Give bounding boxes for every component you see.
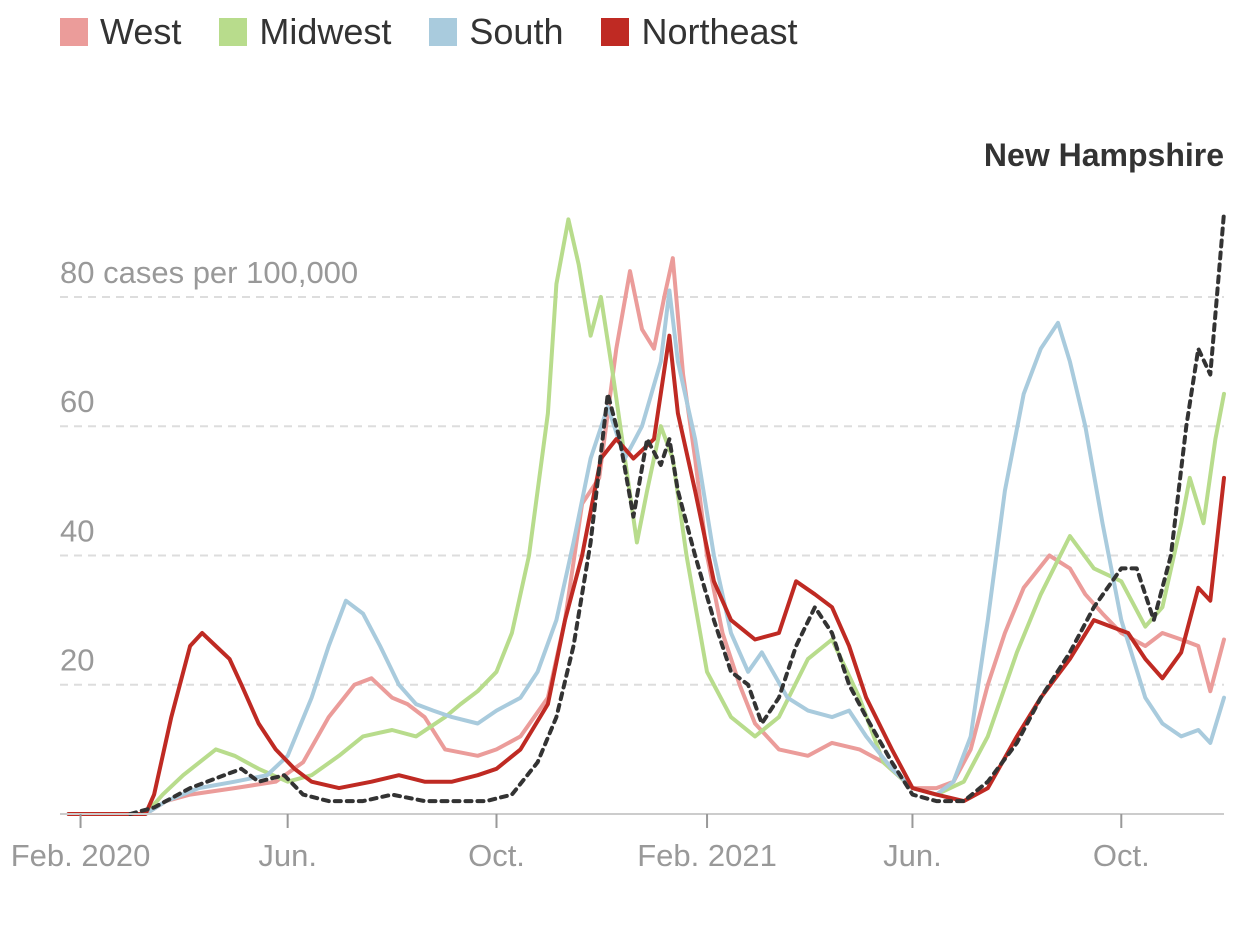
series-line-west: [66, 256, 1226, 816]
series-line-northeast: [66, 333, 1226, 816]
legend-label-midwest: Midwest: [259, 11, 392, 52]
chart-title: New Hampshire: [984, 137, 1224, 173]
legend-item-northeast: Northeast: [601, 11, 798, 52]
legend-swatch-south: [429, 18, 458, 46]
y-tick-label: 80 cases per 100,000: [60, 255, 358, 290]
legend: West Midwest South Northeast: [60, 14, 836, 50]
x-tick-label: Jun.: [883, 838, 942, 873]
series-line-south: [66, 288, 1226, 816]
legend-item-midwest: Midwest: [219, 14, 391, 50]
x-tick-label: Jun.: [258, 838, 317, 873]
series-line-midwest: [66, 217, 1226, 816]
series-lines: [66, 210, 1226, 816]
x-axis-ticks: Feb. 2020 Jun. Oct. Feb. 2021 Jun. Oct.: [11, 814, 1150, 873]
y-axis-labels: 20 40 60 80 cases per 100,000: [60, 255, 358, 678]
y-tick-label: 40: [60, 513, 94, 548]
grid-lines: [60, 295, 1224, 686]
x-tick-label: Oct.: [1093, 838, 1150, 873]
legend-label-west: West: [100, 11, 182, 52]
legend-item-south: South: [429, 14, 563, 50]
x-tick-label: Feb. 2020: [11, 838, 151, 873]
legend-swatch-northeast: [601, 18, 630, 46]
legend-item-west: West: [60, 14, 181, 50]
legend-label-northeast: Northeast: [641, 11, 798, 52]
y-tick-label: 20: [60, 643, 94, 678]
series-line-new-hampshire: [128, 210, 1226, 816]
y-tick-label: 60: [60, 384, 94, 419]
legend-swatch-midwest: [219, 18, 248, 46]
x-tick-label: Oct.: [468, 838, 525, 873]
legend-label-south: South: [469, 11, 564, 52]
legend-swatch-west: [60, 18, 88, 46]
x-tick-label: Feb. 2021: [637, 838, 777, 873]
